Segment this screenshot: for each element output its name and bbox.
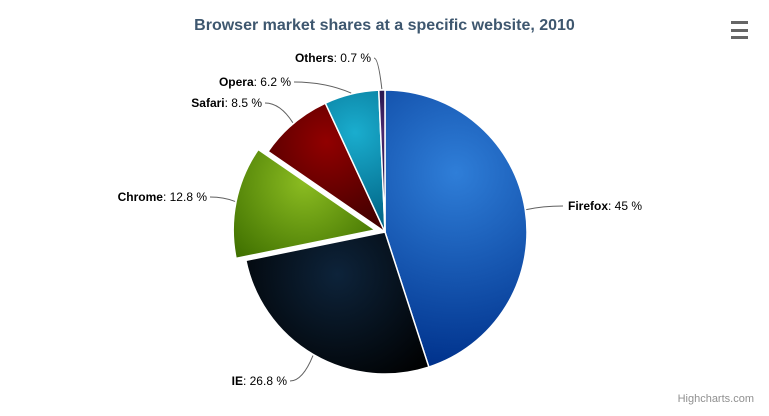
hamburger-bar — [731, 36, 748, 39]
hamburger-bar — [731, 21, 748, 24]
data-label-firefox: Firefox: 45 % — [568, 199, 642, 213]
pie-slice-firefox[interactable] — [384, 89, 528, 368]
label-connector-others — [373, 57, 383, 90]
pie-slice-chrome[interactable] — [232, 148, 376, 260]
chart-title: Browser market shares at a specific webs… — [194, 17, 575, 34]
label-connector-chrome — [209, 196, 236, 202]
credits-link[interactable]: Highcharts.com — [677, 393, 754, 405]
data-label-chrome: Chrome: 12.8 % — [118, 190, 208, 204]
context-menu-button[interactable] — [729, 21, 750, 39]
label-connector-opera — [293, 81, 352, 94]
label-connector-safari — [264, 102, 294, 123]
data-label-opera: Opera: 6.2 % — [219, 75, 291, 89]
pie-slice-ie[interactable] — [245, 231, 430, 375]
label-connector-firefox — [526, 205, 564, 211]
pie-slice-others[interactable] — [378, 89, 386, 233]
data-label-others: Others: 0.7 % — [295, 51, 371, 65]
label-connector-ie — [289, 355, 314, 382]
data-label-safari: Safari: 8.5 % — [191, 96, 262, 110]
data-label-ie: IE: 26.8 % — [232, 374, 288, 388]
hamburger-bar — [731, 28, 748, 32]
